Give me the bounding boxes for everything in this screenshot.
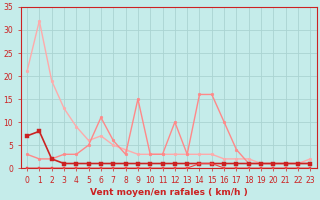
- X-axis label: Vent moyen/en rafales ( km/h ): Vent moyen/en rafales ( km/h ): [90, 188, 248, 197]
